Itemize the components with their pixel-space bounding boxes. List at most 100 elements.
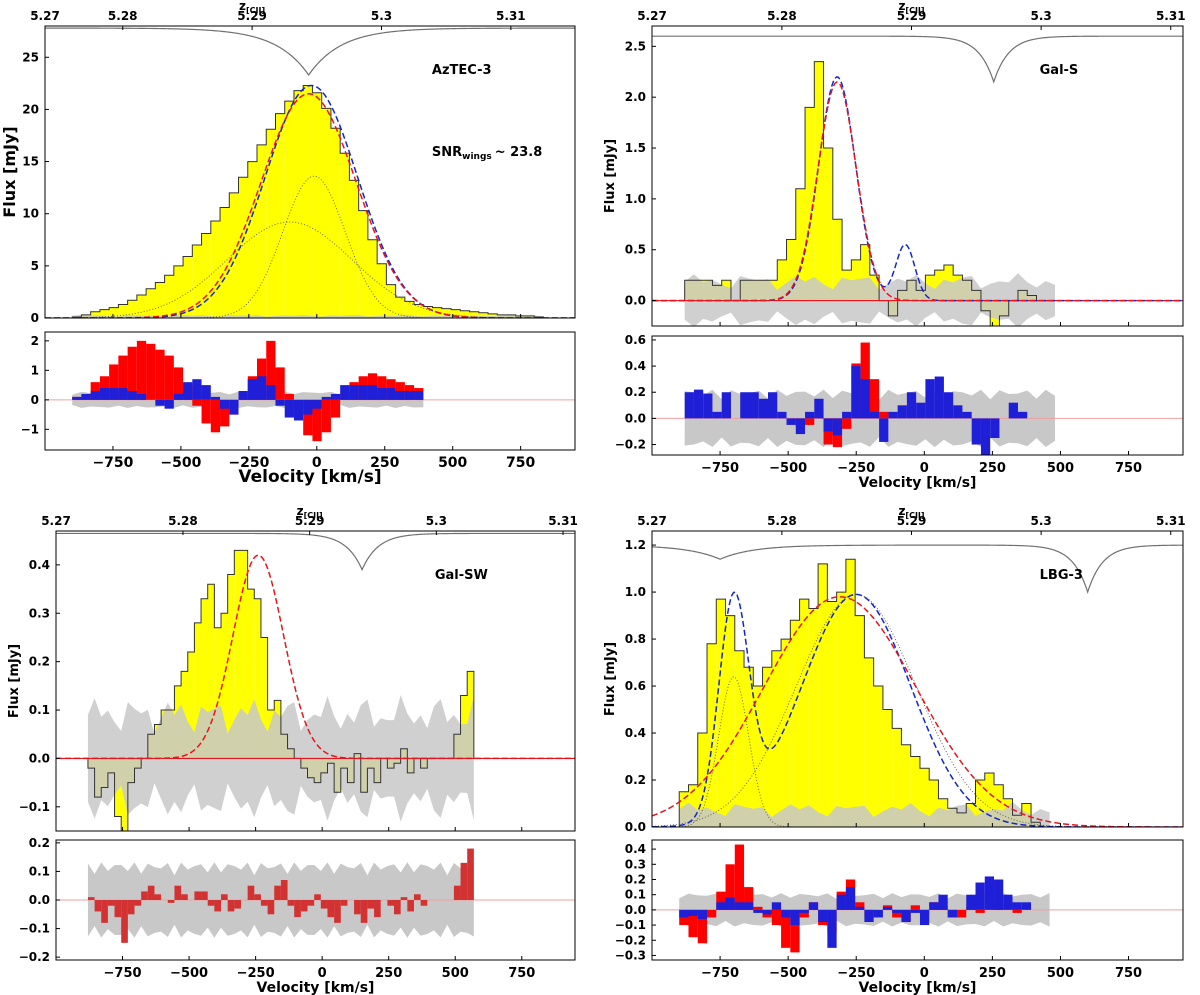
y-tick-label: 0.2 [29,655,50,669]
residual-blue-bar [758,398,769,419]
residual-red-bar [400,897,408,900]
residual-red-bar [374,900,381,918]
x-tick-label: 500 [442,966,469,981]
z-tick-label: 5.31 [1156,514,1186,528]
spectrum-bar [229,192,239,318]
y-tick-label: 0.0 [625,294,646,308]
residual-red-bar [707,909,717,918]
y-tick-label: 5 [31,259,39,273]
residual-blue-bar [118,388,128,400]
residual-y-tick-label: 0.0 [625,411,646,425]
residual-red-bar [94,900,102,912]
spectrum-outline [678,558,1050,827]
spectrum-bar [488,313,498,318]
y-axis-label: Flux [mJy] [603,139,618,213]
residual-red-bar [174,885,182,900]
residual-red-bar [354,900,361,915]
main-frame [651,530,1184,828]
spectrum-bar [975,780,985,827]
spectrum-bar [836,592,846,827]
residual-red-bar [805,418,815,425]
residual-y-tick-label: 0.2 [625,385,646,399]
y-tick-label: 0.0 [625,820,646,834]
transmission-curve [652,544,1183,594]
residual-y-tick-label: 0.6 [625,333,646,347]
z-tick-label: 5.28 [767,9,797,23]
residual-red-bar [234,900,241,909]
spectrum-bar [395,297,405,318]
z-tick-label: 5.29 [237,9,267,23]
residual-blue-bar [293,399,304,421]
spectrum-bar [275,113,285,318]
residual-blue-bar [749,392,759,419]
residual-blue-bar [768,392,778,419]
residual-blue-bar [929,902,939,910]
residual-blue-bar [938,894,948,910]
residual-blue-bar [762,909,772,915]
snr-label: SNRwings ~ 23.8 [432,145,542,162]
residual-red-bar [214,900,222,912]
residual-red-bar [167,900,175,903]
spectrum-bar [192,245,202,318]
spectrum-bar [260,637,268,759]
spectrum-bar [814,61,824,301]
residual-red-bar [300,900,308,912]
y-tick-label: 2.0 [625,90,646,104]
y-tick-label: 0.4 [29,558,50,572]
residual-red-bar [771,909,782,926]
residual-red-bar [956,909,967,918]
transmission-curve [56,532,575,572]
x-tick-label: −250 [228,455,269,471]
spectrum-bar [832,219,843,301]
x-tick-label: 750 [508,966,535,981]
residual-red-bar [869,379,880,419]
residual-blue-bar [284,399,294,418]
noise-band [72,314,544,318]
residual-blue-bar [1003,894,1013,910]
spectrum-bar [771,650,782,827]
residual-blue-bar [777,411,787,419]
main-frame [44,25,576,319]
z-tick-label: 5.3 [371,9,392,23]
spectrum-bar [478,312,489,318]
snr-value: ~ 23.8 [495,145,543,160]
residual-red-bar [367,900,375,909]
spectrum-bar [210,221,221,318]
y-tick-label: 0.1 [29,703,50,717]
residual-red-bar [734,844,745,910]
x-tick-label: −750 [701,461,739,476]
spectrum-bar [146,288,156,318]
spectrum-bar [173,265,184,318]
spectrum-bar [201,233,211,318]
residual-red-bar [467,848,474,900]
residual-blue-bar [790,909,800,926]
residual-y-tick-label: −0.1 [615,918,646,932]
residual-red-bar [164,355,174,400]
y-axis-label: Flux [mJy] [7,644,22,718]
z-tick-label: 5.31 [548,514,578,528]
y-tick-label: 0.3 [29,606,50,620]
z-tick-label: 5.3 [1030,514,1051,528]
spectrum-bar [716,599,726,827]
x-axis-label: Velocity [km/s] [859,980,977,995]
residual-red-bar [134,900,142,906]
residual-y-tick-label: 0.4 [625,359,646,373]
residual-blue-bar [892,909,902,913]
residual-blue-bar [897,405,907,419]
residual-red-bar [127,900,135,915]
spectrum-bar [266,129,276,318]
x-tick-label: 250 [979,966,1006,981]
fit-component-1 [45,221,575,318]
spectrum-bar [240,550,248,759]
y-tick-label: 0.5 [625,243,646,257]
residual-blue-bar [99,388,110,400]
residual-blue-bar [818,909,828,923]
top-axis-label-sub: [CII] [905,511,924,520]
spectrum-bar [855,615,865,827]
residual-red-bar [127,346,137,400]
residual-blue-bar [192,379,202,400]
residual-blue-bar [962,411,972,419]
spectrum-bar [109,307,119,318]
residual-blue-bar [827,909,837,948]
